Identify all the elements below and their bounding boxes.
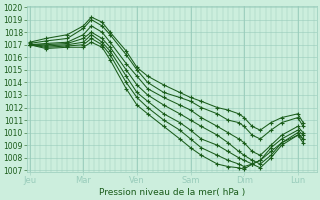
X-axis label: Pression niveau de la mer( hPa ): Pression niveau de la mer( hPa ) <box>99 188 245 197</box>
